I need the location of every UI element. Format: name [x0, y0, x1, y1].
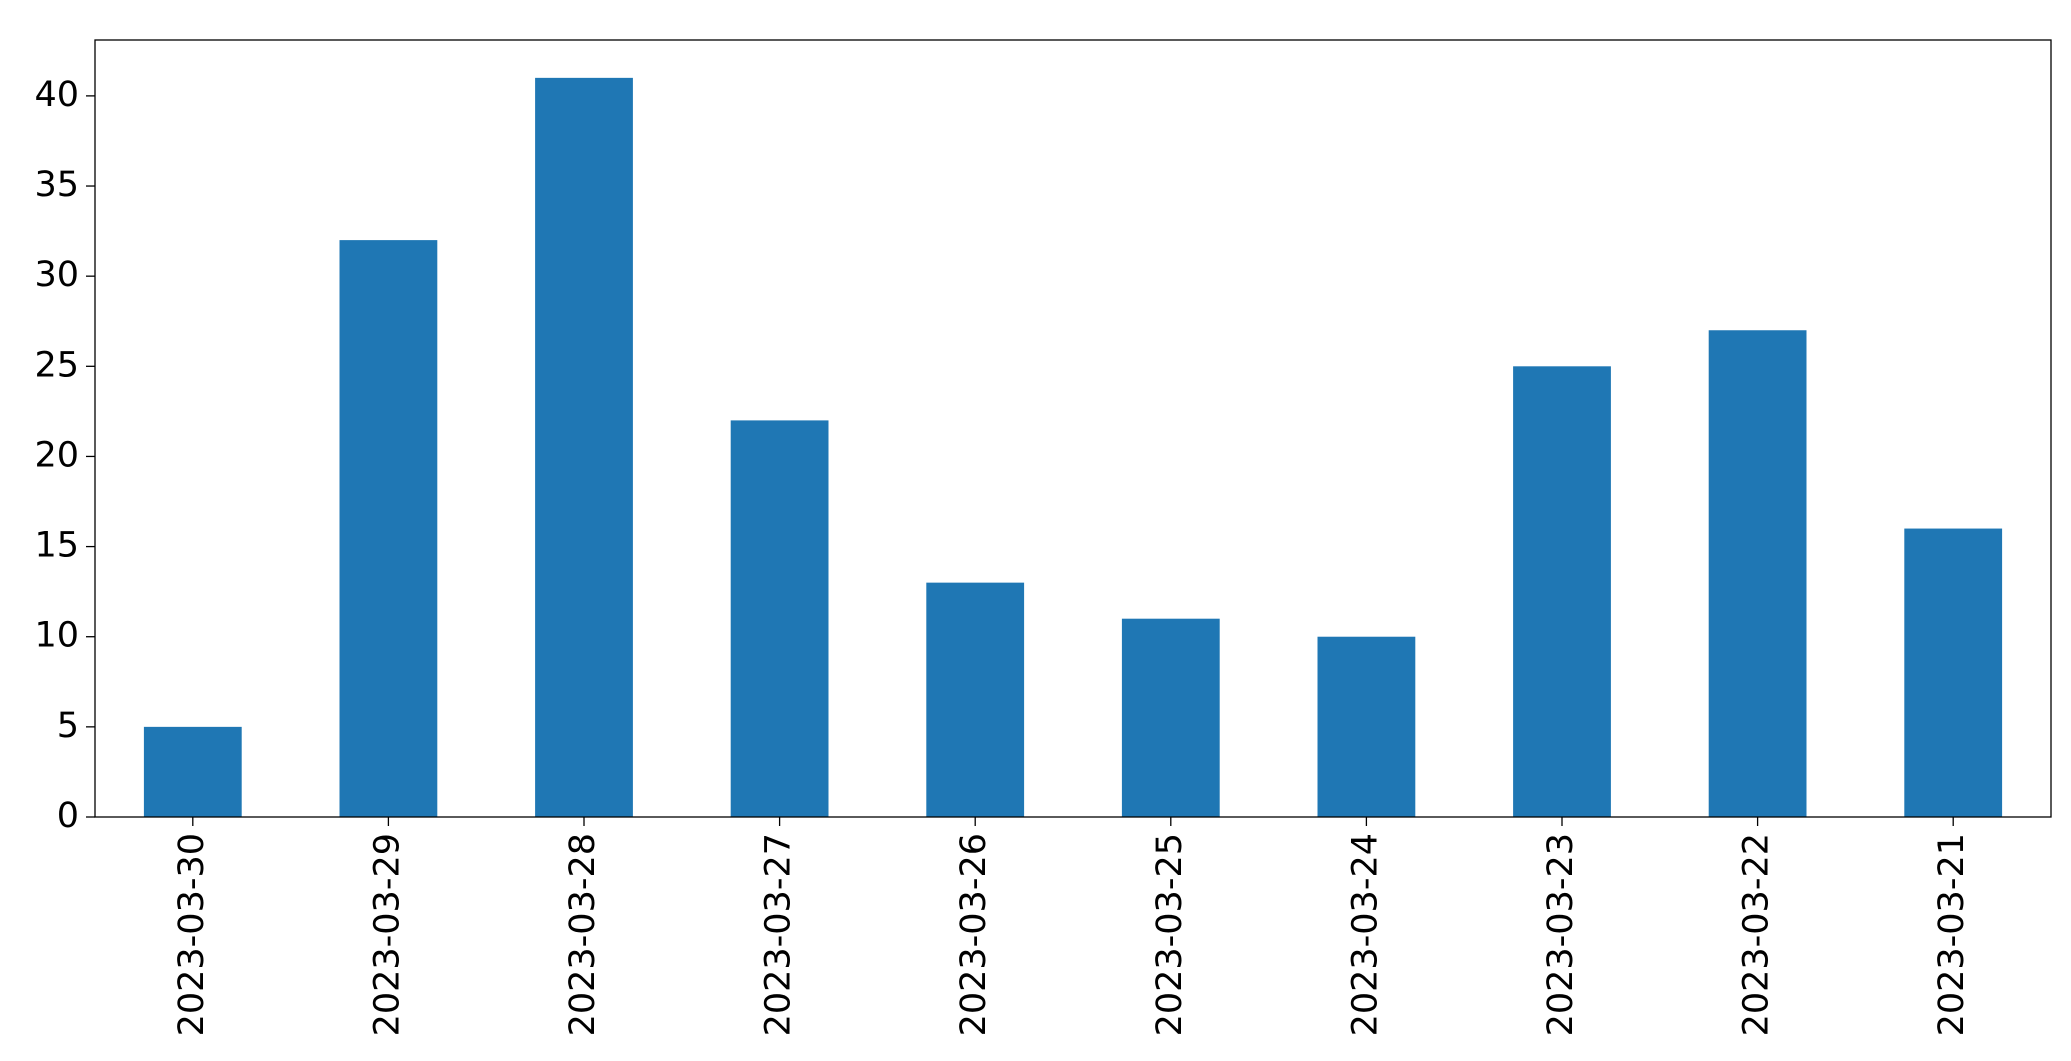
bar — [339, 240, 438, 817]
plot-frame — [94, 39, 2052, 818]
bar — [1513, 366, 1611, 817]
y-tick-label: 10 — [34, 616, 79, 656]
bar — [535, 77, 633, 818]
y-tick-label: 25 — [34, 345, 79, 385]
x-tick-label: 2023-03-24 — [1345, 833, 1385, 1036]
bar — [143, 726, 242, 817]
bar — [1708, 330, 1807, 817]
x-tick-label: 2023-03-26 — [954, 833, 994, 1036]
x-tick-label: 2023-03-28 — [563, 833, 603, 1036]
y-tick-label: 40 — [34, 75, 79, 115]
x-tick-label: 2023-03-29 — [367, 833, 407, 1036]
x-tick-label: 2023-03-25 — [1150, 833, 1190, 1036]
bar — [1121, 618, 1220, 817]
bar — [1904, 528, 2003, 817]
bar — [926, 582, 1025, 817]
y-tick-label: 20 — [34, 435, 79, 475]
y-tick-label: 30 — [34, 255, 79, 295]
x-tick-label: 2023-03-22 — [1737, 833, 1777, 1036]
y-tick-label: 5 — [57, 706, 79, 746]
y-tick-label: 35 — [34, 165, 79, 205]
y-tick-label: 15 — [34, 526, 79, 566]
y-tick-label: 0 — [57, 796, 79, 836]
bar — [1317, 636, 1416, 817]
x-tick-label: 2023-03-30 — [172, 833, 212, 1036]
x-tick-label: 2023-03-27 — [759, 833, 799, 1036]
bar — [730, 420, 829, 817]
x-tick-label: 2023-03-23 — [1541, 833, 1581, 1036]
x-tick-label: 2023-03-21 — [1932, 833, 1972, 1036]
